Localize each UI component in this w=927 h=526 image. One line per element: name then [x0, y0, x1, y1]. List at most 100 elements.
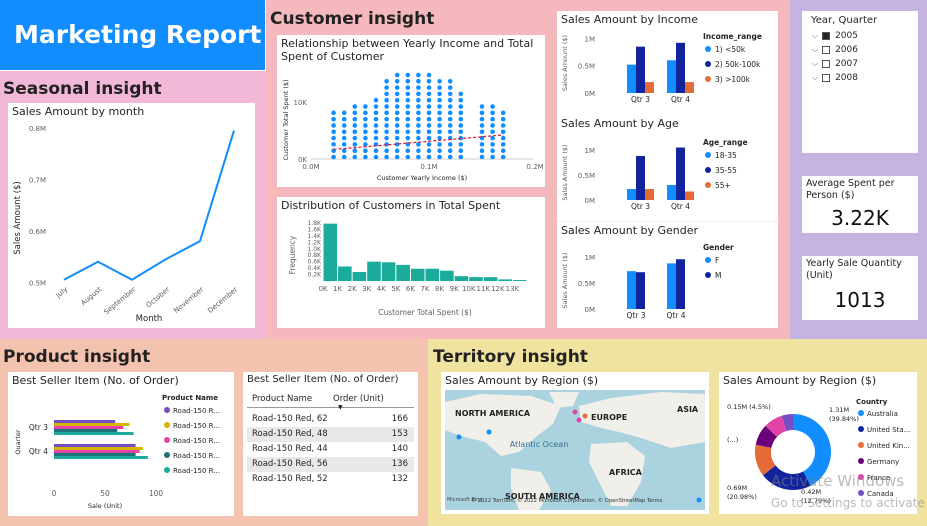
donut-chart: 0.15M (4.5%) (...) 0.69M(20.98%) 1.31M(39.8…	[727, 398, 910, 505]
scatter-point	[437, 97, 442, 103]
table-header[interactable]: Product Name Order (Unit) ▼	[247, 390, 414, 411]
hist-bar	[440, 270, 454, 281]
slicer-item-2007[interactable]: ⌵ 2007	[812, 59, 858, 69]
chevron-down-icon[interactable]: ⌵	[812, 31, 819, 40]
slicer-checkbox[interactable]	[822, 73, 831, 82]
scatter-point	[405, 123, 411, 128]
donut-chart-card[interactable]: Sales Amount by Region ($) 0.15M (4.5%) (…	[719, 372, 917, 514]
col-order-unit[interactable]: Order (Unit)	[333, 394, 384, 404]
report-title: Marketing Report	[14, 20, 262, 49]
table-row[interactable]: Road-150 Red, 56 136	[247, 457, 414, 472]
scatter-point	[447, 129, 453, 135]
chevron-down-icon[interactable]: ⌵	[812, 59, 819, 68]
hist-chart-card[interactable]: Distribution of Customers in Total Spent…	[277, 197, 545, 328]
sort-icon[interactable]: ▼	[338, 404, 343, 411]
scatter-point	[331, 123, 336, 128]
scatter-point	[416, 129, 421, 135]
month-ytick: 0.5M	[29, 279, 46, 287]
col-legend-label: F	[715, 256, 719, 265]
col-xtick: Qtr 4	[671, 202, 690, 211]
month-ytick: 0.6M	[29, 228, 46, 236]
col-bar	[636, 272, 645, 309]
table-cell-product: Road-150 Red, 48	[252, 429, 328, 439]
scatter-chart-card[interactable]: Relationship between Yearly Income and T…	[277, 35, 545, 187]
hist-bar	[381, 262, 396, 281]
bestseller-table-title: Best Seller Item (No. of Order)	[247, 374, 399, 385]
hbar-legend-dot	[164, 407, 170, 413]
month-xlabel: Month	[136, 314, 163, 324]
section-seasonal: Seasonal insight	[3, 79, 162, 99]
col-ylabel: Sales Amount ($)	[561, 252, 569, 308]
year-quarter-slicer[interactable]: Year, Quarter ⌵ 2005 ⌵ 2006 ⌵ 2007 ⌵ 2008	[802, 11, 918, 153]
bestseller-chart-card[interactable]: Best Seller Item (No. of Order) Qtr 3 Qtr…	[8, 372, 234, 516]
hist-bar	[410, 268, 425, 281]
slicer-checkbox[interactable]	[822, 31, 831, 40]
table-row[interactable]: Road-150 Red, 52 132	[247, 472, 414, 487]
scatter-point	[437, 148, 442, 153]
bestseller-chart-title: Best Seller Item (No. of Order)	[12, 374, 179, 387]
map-card[interactable]: Sales Amount by Region ($) NORTH AMERICA…	[441, 372, 709, 514]
scatter-point	[437, 135, 442, 141]
hbar-xtick: 0	[52, 489, 57, 498]
bestseller-table-card[interactable]: Best Seller Item (No. of Order) Product …	[243, 372, 418, 516]
scatter-xlabel: Customer Yearly Income ($)	[377, 174, 467, 182]
age-chart-card[interactable]: Sales Amount by Age 0M 0.5M 1M Sales Amount…	[557, 115, 778, 221]
month-chart-card[interactable]: Sales Amount by month 0.5M 0.6M 0.7M 0.8M Ju…	[8, 103, 255, 328]
month-xtick: August	[79, 285, 103, 307]
slicer-item-2005[interactable]: ⌵ 2005	[812, 31, 858, 41]
chevron-down-icon[interactable]: ⌵	[812, 73, 819, 82]
gender-chart-card[interactable]: Sales Amount by Gender 0M 0.5M 1M Sales Amo…	[557, 221, 778, 328]
table-row[interactable]: Road-150 Red, 62 166	[247, 412, 414, 427]
col-bar	[676, 259, 685, 309]
col-ytick: 0.5M	[578, 280, 595, 288]
donut-chart-title: Sales Amount by Region ($)	[723, 374, 877, 387]
scatter-point	[405, 135, 411, 141]
month-xtick: October	[145, 285, 172, 309]
hist-ytick: 0.6K	[308, 259, 323, 266]
hbar	[54, 420, 116, 423]
slicer-item-2006[interactable]: ⌵ 2006	[812, 45, 858, 55]
slicer-item-2008[interactable]: ⌵ 2008	[812, 73, 858, 83]
table-cell-product: Road-150 Red, 62	[252, 414, 328, 424]
col-ylabel: Sales Amount ($)	[561, 35, 569, 91]
scatter-point	[416, 72, 421, 78]
chevron-down-icon[interactable]: ⌵	[812, 45, 819, 54]
col-bar	[667, 60, 676, 93]
hbar-legend-dot	[164, 422, 170, 428]
scatter-point	[426, 116, 432, 122]
col-bar	[645, 189, 654, 200]
donut-legend-label: Australia	[867, 410, 898, 418]
scatter-point	[479, 148, 485, 153]
col-bar	[636, 46, 645, 93]
hbar	[54, 444, 136, 447]
scatter-point	[394, 123, 400, 128]
region-map[interactable]: NORTH AMERICA EUROPE ASIA Atlantic Ocean…	[441, 372, 709, 514]
scatter-point	[426, 85, 432, 90]
scatter-point	[416, 135, 421, 141]
map-bubble-us-east	[486, 429, 492, 435]
table-row[interactable]: Road-150 Red, 48 153	[247, 427, 414, 442]
scatter-point	[405, 72, 411, 78]
month-ylabel: Sales Amount ($)	[13, 181, 23, 254]
col-product-name[interactable]: Product Name	[252, 394, 313, 404]
section-territory: Territory insight	[433, 347, 588, 367]
slicer-title: Year, Quarter	[811, 15, 878, 26]
table-row[interactable]: Road-150 Red, 44 140	[247, 442, 414, 457]
col-xtick: Qtr 3	[626, 311, 645, 320]
month-chart-title: Sales Amount by month	[12, 105, 145, 118]
scatter-point	[437, 91, 442, 97]
slicer-checkbox[interactable]	[822, 59, 831, 68]
scatter-point	[384, 104, 389, 109]
income-chart-card[interactable]: Sales Amount by Income 0M 0.5M 1M Sales Amo…	[557, 11, 778, 115]
scatter-point	[416, 97, 421, 103]
scatter-point	[373, 123, 379, 128]
month-series-line	[63, 130, 235, 281]
hist-xtick: 11K	[477, 285, 491, 293]
slicer-checkbox[interactable]	[822, 45, 831, 54]
gender-chart-title: Sales Amount by Gender	[561, 224, 699, 237]
scatter-point	[437, 110, 442, 116]
col-legend-dot	[705, 257, 711, 263]
col-bar	[667, 263, 676, 309]
scatter-point	[384, 123, 389, 128]
col-legend-dot	[705, 272, 711, 278]
